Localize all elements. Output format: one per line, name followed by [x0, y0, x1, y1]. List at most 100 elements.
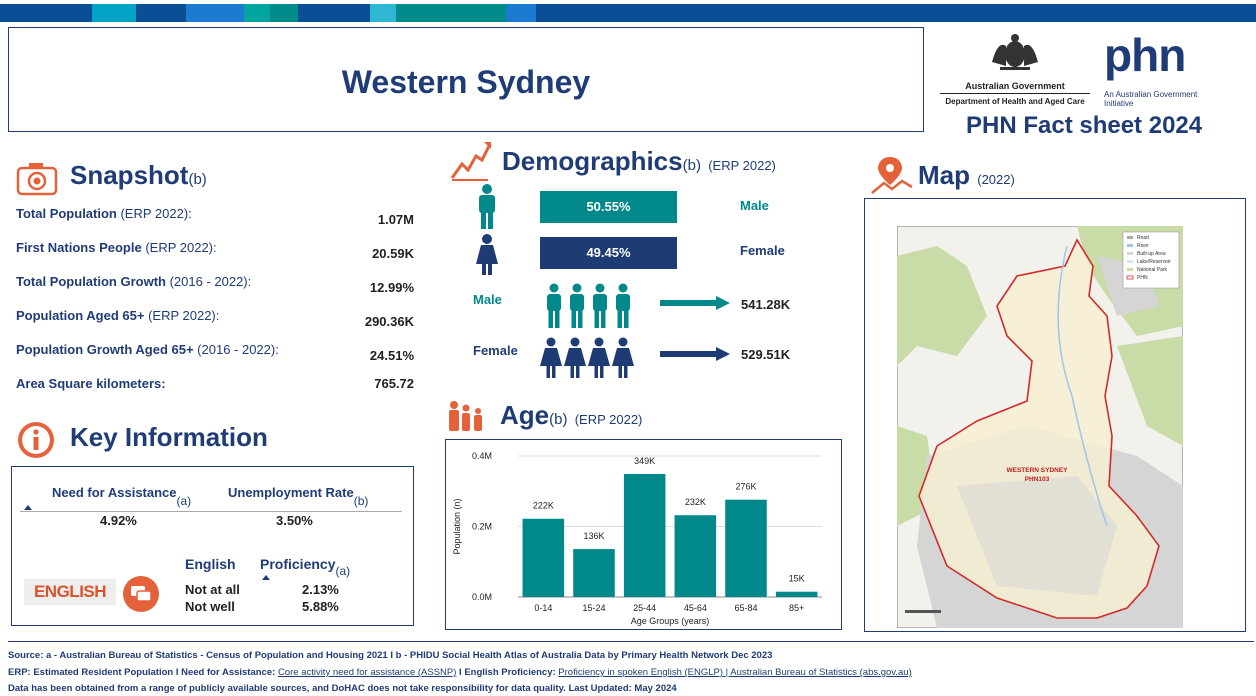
proficiency-sub: (a) — [335, 564, 351, 578]
x-tick-label: 45-64 — [684, 603, 707, 613]
male-person-icon — [479, 184, 495, 229]
bar — [522, 518, 565, 597]
sort-up-icon — [24, 505, 32, 510]
bar — [674, 515, 717, 597]
x-tick-label: 15-24 — [582, 603, 605, 613]
assist-divider — [20, 511, 402, 512]
gov-line-1: Australian Government — [940, 81, 1090, 94]
not-at-all-value: 2.13% — [302, 582, 339, 597]
male-count-label: Male — [473, 292, 502, 307]
snapshot-row-label-note: (ERP 2022): — [144, 308, 220, 323]
snapshot-row: Area Square kilometers: 765.72 — [16, 376, 416, 396]
legend-road: Road — [1137, 235, 1149, 241]
x-axis-label: Age Groups (years) — [631, 616, 710, 626]
snapshot-row: Total Population Growth (2016 - 2022): 12… — [16, 274, 416, 295]
legend-river: River — [1137, 243, 1149, 249]
english-badge: ENGLISH — [24, 579, 116, 605]
footer-source: Source: a - Australian Bureau of Statist… — [8, 650, 773, 661]
footer-english: I English Proficiency: — [456, 667, 559, 678]
camera-icon — [16, 163, 58, 196]
female-group-icon — [540, 337, 634, 378]
coat-of-arms-icon — [992, 34, 1038, 70]
bar — [623, 473, 666, 597]
top-stripe — [0, 4, 1256, 22]
english-badge-text: ENGLISH — [33, 582, 107, 601]
y-tick-label: 0.0M — [472, 592, 492, 602]
female-count: 529.51K — [741, 347, 791, 362]
title-box: Western Sydney — [8, 27, 924, 132]
age-bar-chart: 0.0M 0.2M 0.4M 222K 0-14 136K 15-24 349K 25-44 23… — [452, 451, 822, 626]
snapshot-row-label-note: (2016 - 2022): — [193, 342, 279, 357]
gov-logo: Australian Government Department of Heal… — [940, 32, 1090, 106]
bar-data-label: 136K — [583, 531, 604, 541]
snapshot-row-label: Area Square kilometers: — [16, 376, 166, 391]
region-map: Road River Built-up Area Lake/Reservoir … — [897, 226, 1183, 628]
not-well-label: Not well — [185, 599, 235, 614]
y-axis-label: Population (n) — [452, 498, 462, 554]
snapshot-row: Total Population (ERP 2022): 1.07M — [16, 206, 416, 227]
snapshot-row-label-main: Total Population Growth — [16, 274, 166, 289]
map-box: Road River Built-up Area Lake/Reservoir … — [864, 198, 1246, 632]
snapshot-row: First Nations People (ERP 2022): 20.59K — [16, 240, 416, 261]
y-tick-label: 0.2M — [472, 522, 492, 532]
not-well-value: 5.88% — [302, 599, 339, 614]
female-count-label: Female — [473, 343, 518, 358]
y-tick-label: 0.4M — [472, 451, 492, 461]
male-count: 541.28K — [741, 297, 791, 312]
assnp-link[interactable]: Core activity need for assistance (ASSNP… — [277, 667, 457, 678]
male-pct: 50.55% — [586, 199, 631, 214]
footer-definitions: ERP: Estimated Resident Population I Nee… — [8, 667, 912, 678]
map-pin-icon — [871, 157, 913, 194]
snapshot-row-label-main: Total Population — [16, 206, 117, 221]
proficiency-label: Proficiency — [260, 556, 336, 572]
region-label-1: WESTERN SYDNEY — [1006, 467, 1068, 474]
englp-link[interactable]: Proficiency in spoken English (ENGLP) | … — [558, 667, 912, 678]
unemp-value: 3.50% — [276, 513, 313, 528]
scale-bar — [905, 610, 941, 613]
male-arrow-icon — [660, 296, 730, 310]
male-label: Male — [740, 198, 769, 213]
snapshot-row-label-main: First Nations People — [16, 240, 142, 255]
snapshot-row-label: Total Population Growth (2016 - 2022): — [16, 274, 251, 289]
footer-divider — [8, 641, 1254, 642]
bar — [573, 549, 615, 597]
snapshot-row-value: 20.59K — [372, 246, 414, 261]
female-label: Female — [740, 243, 785, 258]
assist-value: 4.92% — [100, 513, 137, 528]
age-chart-box: 0.0M 0.2M 0.4M 222K 0-14 136K 15-24 349K 25-44 23… — [445, 439, 842, 630]
snapshot-row-label-main: Area Square kilometers: — [16, 376, 166, 391]
snapshot-row-label: Population Growth Aged 65+ (2016 - 2022)… — [16, 342, 279, 357]
map-note: (2022) — [977, 172, 1015, 187]
map-title: Map — [918, 160, 970, 190]
trend-up-icon — [450, 142, 492, 181]
sort-up-icon-2 — [262, 575, 270, 580]
key-info-box: Need for Assistance(a) Unemployment Rate… — [11, 466, 414, 626]
unemp-label: Unemployment Rate — [228, 485, 354, 500]
legend-lake: Lake/Reservoir — [1137, 259, 1171, 265]
age-title-sub: (b) — [549, 411, 568, 428]
snapshot-row-label: Population Aged 65+ (ERP 2022): — [16, 308, 219, 323]
snapshot-row-value: 24.51% — [369, 348, 414, 363]
demographics-title-sub: (b) — [682, 157, 701, 174]
legend-builtup: Built-up Area — [1137, 251, 1166, 257]
bar — [725, 499, 767, 597]
footer-erp: ERP: Estimated Resident Population I Nee… — [8, 667, 278, 678]
x-tick-label: 25-44 — [633, 603, 656, 613]
age-note: (ERP 2022) — [574, 412, 643, 427]
male-group-icon — [547, 283, 630, 328]
demographics-note: (ERP 2022) — [708, 158, 776, 173]
snapshot-row-label-note: (ERP 2022): — [141, 240, 217, 255]
snapshot-row-value: 765.72 — [374, 376, 414, 391]
page-title: Western Sydney — [341, 64, 591, 100]
snapshot-row-label: Total Population (ERP 2022): — [16, 206, 192, 221]
gov-line-2: Department of Health and Aged Care — [945, 97, 1085, 106]
bar-data-label: 15K — [789, 574, 805, 584]
female-pct-bar: 49.45% — [540, 237, 677, 269]
family-icon — [449, 401, 482, 431]
male-pct-bar: 50.55% — [540, 191, 677, 223]
demographics-title: Demographics — [502, 146, 683, 176]
snapshot-row-label-main: Population Aged 65+ — [16, 308, 145, 323]
snapshot-row-label: First Nations People (ERP 2022): — [16, 240, 217, 255]
bar — [775, 591, 818, 597]
english-label: English — [185, 556, 236, 572]
